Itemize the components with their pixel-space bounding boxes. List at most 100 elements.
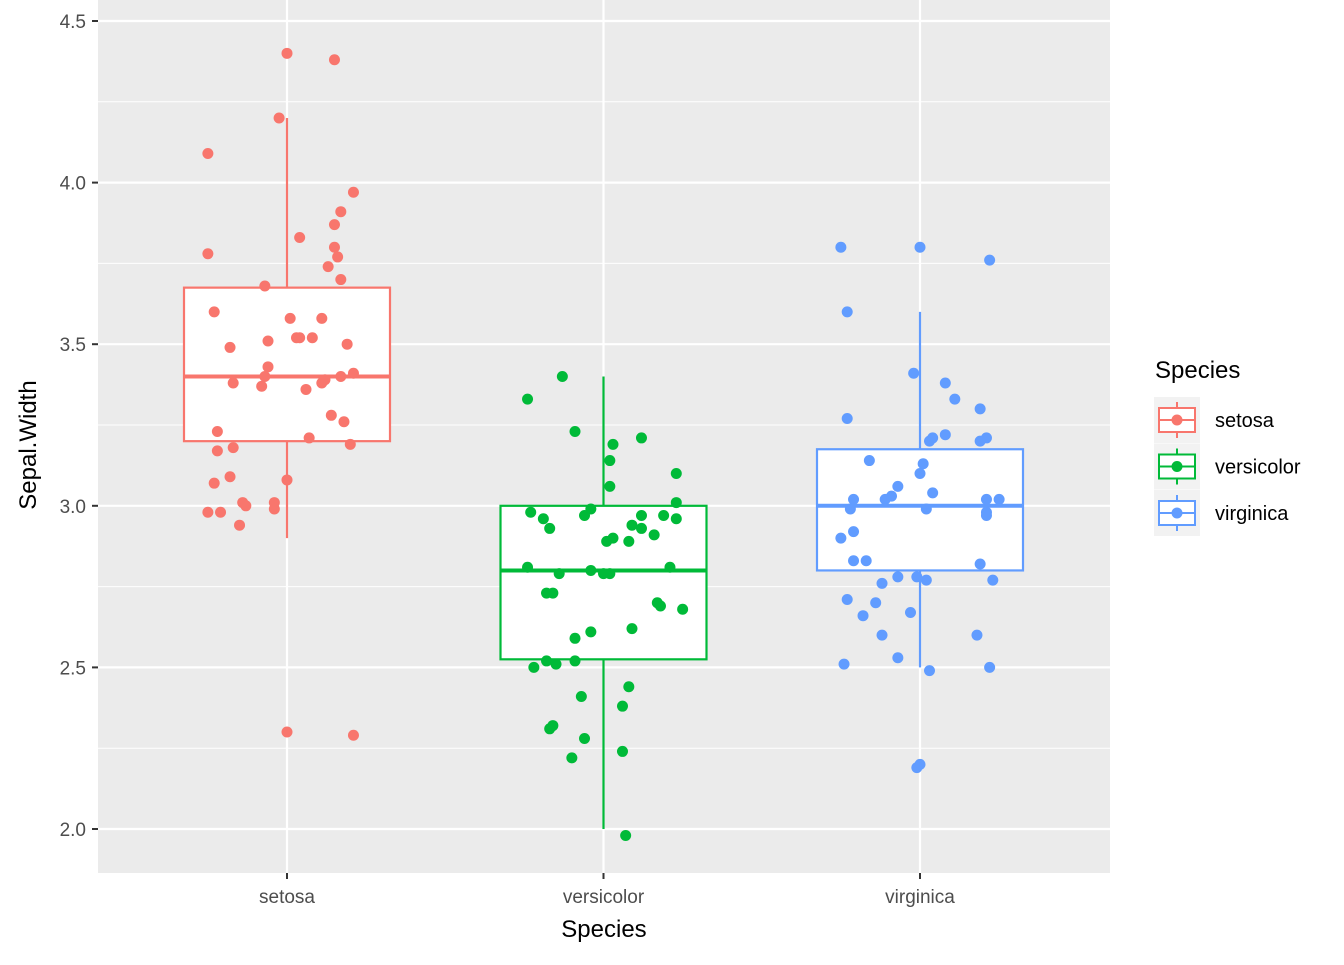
point-setosa <box>234 519 246 531</box>
point-virginica <box>974 403 986 415</box>
point-versicolor <box>616 700 628 712</box>
point-versicolor <box>623 535 635 547</box>
point-setosa <box>224 471 236 483</box>
point-virginica <box>870 597 882 609</box>
point-versicolor <box>566 752 578 764</box>
point-versicolor <box>604 455 616 467</box>
y-tick-label: 2.5 <box>60 658 86 679</box>
point-virginica <box>980 493 992 505</box>
point-virginica <box>914 241 926 253</box>
point-virginica <box>927 432 939 444</box>
point-setosa <box>224 341 236 353</box>
point-virginica <box>920 503 932 515</box>
point-virginica <box>835 532 847 544</box>
point-setosa <box>268 503 280 515</box>
point-versicolor <box>541 655 553 667</box>
point-setosa <box>262 361 274 373</box>
point-setosa <box>306 332 318 344</box>
point-setosa <box>202 248 214 260</box>
point-versicolor <box>556 371 568 383</box>
point-setosa <box>259 371 271 383</box>
point-virginica <box>974 435 986 447</box>
point-setosa <box>281 47 293 59</box>
point-virginica <box>911 762 923 774</box>
box-setosa <box>182 117 392 539</box>
y-axis-title: Sepal.Width <box>15 380 42 509</box>
point-setosa <box>227 377 239 389</box>
point-virginica <box>860 555 872 567</box>
y-tick-label: 3.0 <box>60 497 86 518</box>
point-virginica <box>838 658 850 670</box>
point-setosa <box>211 425 223 437</box>
point-versicolor <box>547 587 559 599</box>
point-virginica <box>857 610 869 622</box>
point-virginica <box>974 558 986 570</box>
point-setosa <box>347 186 359 198</box>
point-virginica <box>917 458 929 470</box>
legend-title: Species <box>1155 357 1240 384</box>
y-tick-label: 4.0 <box>60 174 86 195</box>
point-virginica <box>841 594 853 606</box>
point-virginica <box>892 480 904 492</box>
point-setosa <box>294 332 306 344</box>
point-versicolor <box>585 564 597 576</box>
point-versicolor <box>544 723 556 735</box>
point-setosa <box>281 474 293 486</box>
legend-key-versicolor <box>1154 443 1200 490</box>
point-versicolor <box>670 467 682 479</box>
legend-label: virginica <box>1215 503 1289 525</box>
point-virginica <box>848 555 860 567</box>
point-setosa <box>332 251 344 263</box>
point-virginica <box>923 665 935 677</box>
point-versicolor <box>569 425 581 437</box>
point-virginica <box>927 487 939 499</box>
point-virginica <box>914 467 926 479</box>
point-setosa <box>208 477 220 489</box>
x-axis: setosa versicolor virginica <box>259 873 955 908</box>
point-versicolor <box>623 681 635 693</box>
point-setosa <box>322 261 334 273</box>
point-versicolor <box>585 503 597 515</box>
point-setosa <box>335 274 347 286</box>
point-versicolor <box>544 522 556 534</box>
point-virginica <box>841 306 853 318</box>
point-versicolor <box>601 535 613 547</box>
point-virginica <box>848 493 860 505</box>
point-virginica <box>876 577 888 589</box>
point-setosa <box>211 445 223 457</box>
point-setosa <box>341 338 353 350</box>
y-axis: 2.0 2.5 3.0 3.5 4.0 4.5 <box>60 12 98 841</box>
point-versicolor <box>635 509 647 521</box>
point-versicolor <box>585 626 597 638</box>
point-virginica <box>892 571 904 583</box>
point-setosa <box>256 380 268 392</box>
point-virginica <box>980 509 992 521</box>
x-axis-title: Species <box>561 916 646 943</box>
y-tick-label: 3.5 <box>60 335 86 356</box>
point-virginica <box>876 629 888 641</box>
y-tick-label: 4.5 <box>60 12 86 33</box>
point-setosa <box>202 148 214 160</box>
point-versicolor <box>654 600 666 612</box>
point-setosa <box>294 232 306 244</box>
legend: Species setosa versicolor virginica <box>1154 357 1301 536</box>
point-setosa <box>319 374 331 386</box>
legend-point <box>1171 461 1183 472</box>
point-virginica <box>844 503 856 515</box>
point-setosa <box>208 306 220 318</box>
point-versicolor <box>670 497 682 509</box>
point-setosa <box>259 280 271 292</box>
point-versicolor <box>616 745 628 757</box>
point-setosa <box>281 726 293 738</box>
boxes <box>182 117 1025 829</box>
point-versicolor <box>635 522 647 534</box>
y-tick-label: 2.0 <box>60 820 86 841</box>
point-versicolor <box>670 513 682 525</box>
point-versicolor <box>528 661 540 673</box>
point-setosa <box>284 312 296 324</box>
point-versicolor <box>626 623 638 635</box>
point-setosa <box>325 409 337 421</box>
point-versicolor <box>537 513 549 525</box>
point-versicolor <box>626 519 638 531</box>
